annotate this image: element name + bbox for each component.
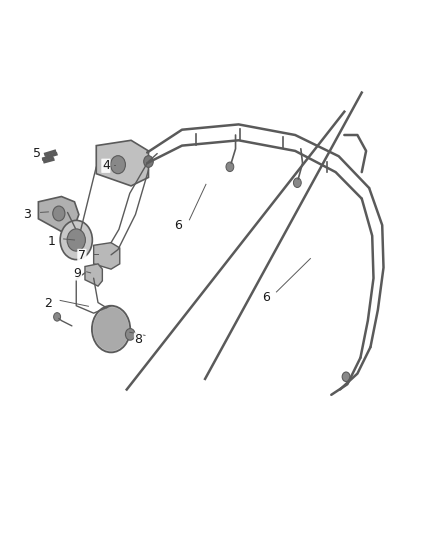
Circle shape [53, 313, 60, 321]
Circle shape [111, 156, 125, 174]
Text: 1: 1 [47, 235, 55, 247]
Text: 3: 3 [24, 208, 32, 221]
Polygon shape [85, 264, 102, 286]
Circle shape [144, 156, 153, 167]
Text: 4: 4 [102, 159, 110, 172]
Text: 7: 7 [78, 249, 86, 262]
Circle shape [53, 206, 65, 221]
Circle shape [92, 306, 130, 352]
Circle shape [342, 372, 350, 382]
Text: 6: 6 [174, 219, 182, 232]
Polygon shape [94, 243, 120, 269]
Polygon shape [39, 197, 79, 231]
Circle shape [99, 315, 123, 343]
Circle shape [226, 162, 234, 172]
Circle shape [60, 220, 92, 260]
Text: 5: 5 [33, 147, 41, 159]
Polygon shape [96, 140, 148, 186]
Circle shape [125, 328, 135, 340]
Circle shape [67, 229, 85, 251]
Text: 9: 9 [74, 267, 81, 280]
Circle shape [293, 178, 301, 188]
Text: 2: 2 [44, 297, 52, 310]
Text: 8: 8 [134, 333, 142, 346]
Circle shape [93, 308, 129, 351]
Text: 6: 6 [262, 291, 270, 304]
